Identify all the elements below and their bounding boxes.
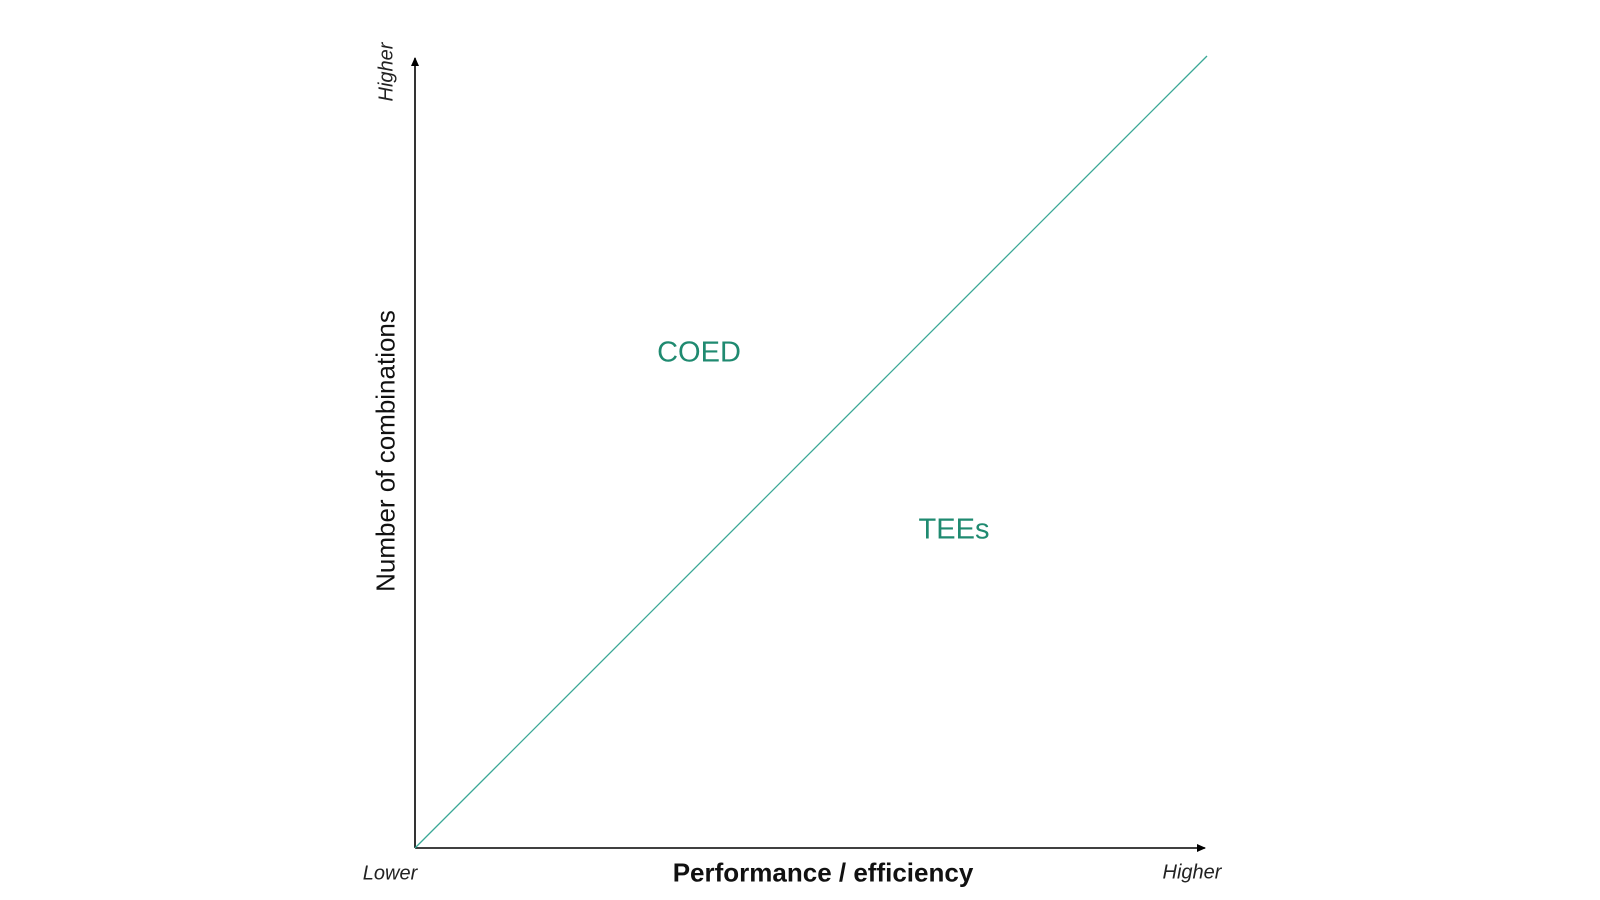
x-axis-high-label: Higher — [1162, 861, 1222, 884]
diagonal-divider-line — [414, 55, 1208, 849]
region-label-tees: TEEs — [918, 513, 990, 546]
region-label-coed: COED — [657, 336, 741, 369]
x-axis-title: Performance / efficiency — [672, 857, 974, 888]
y-axis-high-label: Higher — [375, 42, 398, 102]
y-axis-title: Number of combinations — [370, 310, 401, 592]
x-axis-low-label: Lower — [362, 862, 418, 885]
